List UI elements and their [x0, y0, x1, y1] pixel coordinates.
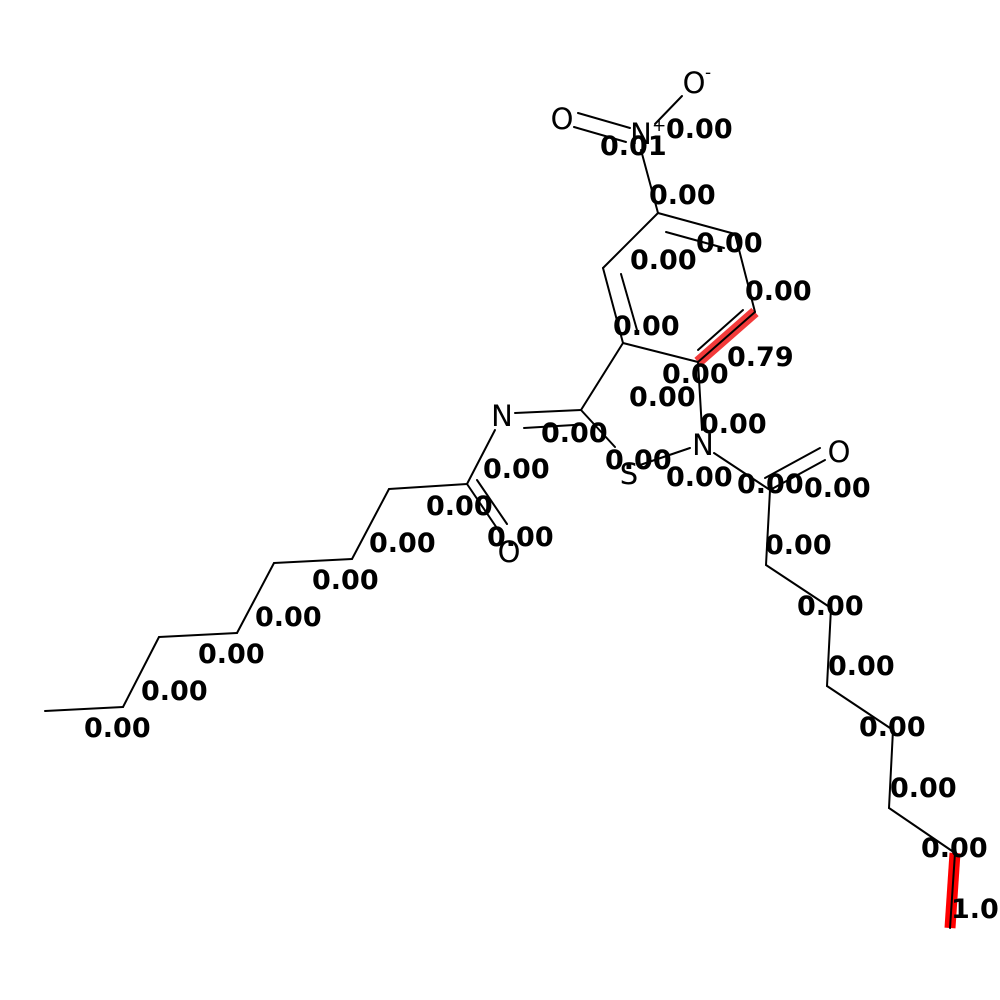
bond-n-acyl [466, 429, 496, 485]
atom-left-carbonyl-oxygen: O [498, 535, 521, 569]
bond-score: 0.00 [487, 522, 554, 553]
bond-ring-1-inner [665, 231, 725, 249]
bond-ring-3 [697, 311, 756, 363]
bond-score: 0.00 [745, 276, 812, 307]
bond-right-chain-4 [826, 685, 894, 731]
bond-left-co-inner [476, 479, 508, 525]
bond-no2-double-inner [573, 126, 627, 143]
bond-left-chain-2 [351, 488, 390, 560]
bond-ring-4 [622, 342, 699, 363]
atom-labels: O O - N + N N S O O [491, 63, 850, 569]
bond-score: 0.00 [828, 651, 895, 682]
bond-score: 0.00 [369, 528, 436, 559]
bond-score: 0.01 [600, 131, 667, 162]
bond-n-ring [640, 149, 659, 214]
bond-no2-double [577, 112, 631, 129]
bond-left-co [466, 483, 504, 538]
bond-score: 0.00 [859, 712, 926, 743]
atom-ring-nitrogen: N [692, 428, 714, 462]
bond-imine-inner [523, 424, 575, 429]
bond-score: 0.00 [700, 409, 767, 440]
bond-ring-5-inner [620, 273, 638, 331]
bond-ring-2 [734, 233, 756, 313]
bond-right-chain-6 [888, 807, 956, 854]
bond-ring-5 [602, 267, 624, 344]
bond-ring-6 [602, 212, 659, 269]
bond-left-chain-4 [236, 562, 275, 634]
bond-score: 0.00 [666, 114, 733, 145]
bond-left-chain-6 [122, 636, 160, 708]
bond-scores: 0.01 0.00 0.00 0.00 0.00 0.00 0.00 0.79 … [84, 114, 1000, 925]
atom-right-carbonyl-oxygen: O [828, 435, 851, 469]
bond-left-chain-1 [388, 483, 468, 490]
bond-imine [514, 409, 582, 414]
bond-score: 0.00 [483, 454, 550, 485]
bond-score: 0.00 [765, 530, 832, 561]
bond-score: 0.00 [605, 445, 672, 476]
atom-imine-nitrogen: N [491, 399, 513, 433]
atom-nitro-nitrogen-charge: + [652, 116, 666, 136]
bonds [44, 95, 956, 929]
atom-nitro-oxide: O [683, 66, 706, 100]
bond-score: 0.00 [649, 180, 716, 211]
bond-score: 0.00 [84, 713, 151, 744]
bond-right-chain-2 [765, 564, 832, 609]
bond-five-1 [580, 342, 624, 411]
bond-five-3 [639, 447, 691, 466]
bond-score: 0.00 [666, 462, 733, 493]
bond-right-co [769, 459, 826, 491]
bond-score: 0.00 [890, 773, 957, 804]
bond-score: 0.00 [737, 469, 804, 500]
bond-score: 0.00 [613, 311, 680, 342]
bond-score: 0.00 [541, 418, 608, 449]
bond-ring-3-inner [697, 309, 744, 351]
bond-five-2 [580, 409, 616, 448]
bond-score: 0.00 [255, 602, 322, 633]
atom-sulfur: S [620, 457, 638, 491]
bond-right-chain-7 [949, 852, 956, 929]
bond-score: 0.00 [629, 382, 696, 413]
bond-left-chain-7 [44, 706, 124, 712]
bond-score: 0.00 [198, 639, 265, 670]
bond-no2-single [654, 95, 683, 125]
bond-score: 0.00 [426, 491, 493, 522]
bond-score: 0.00 [662, 359, 729, 390]
bond-ring-1 [657, 212, 736, 235]
bond-score: 0.00 [630, 245, 697, 276]
atom-nitro-nitrogen: N [630, 117, 652, 151]
bond-score: 0.00 [797, 591, 864, 622]
bond-left-chain-5 [158, 632, 238, 638]
bond-score: 1.00 [951, 894, 1000, 925]
bond-score: 0.00 [312, 565, 379, 596]
bond-score: 0.00 [921, 833, 988, 864]
bond-left-chain-3 [273, 558, 353, 564]
bond-score: 0.79 [727, 342, 794, 373]
bond-score: 0.00 [804, 473, 871, 504]
bond-score: 0.00 [141, 676, 208, 707]
bond-right-chain-5 [888, 729, 894, 809]
bond-right-chain-3 [826, 607, 832, 687]
atom-nitro-oxide-charge: - [705, 63, 711, 83]
atom-nitro-oxygen: O [551, 102, 574, 136]
bond-n-right-acyl [713, 452, 771, 491]
bond-right-co-inner [764, 447, 821, 479]
bond-right-chain-1 [765, 489, 771, 566]
bond-five-4 [697, 361, 703, 431]
bond-score: 0.00 [696, 228, 763, 259]
